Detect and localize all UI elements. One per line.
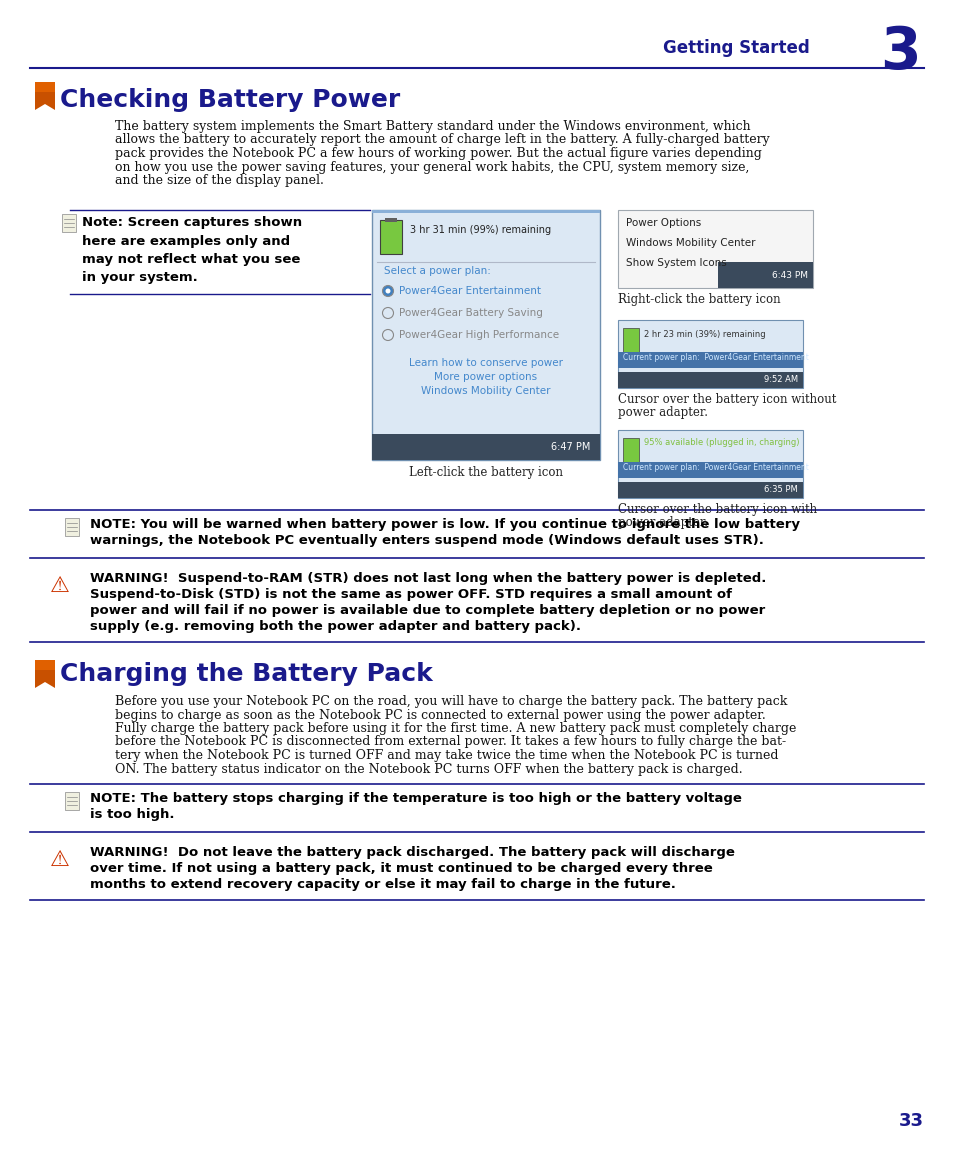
Text: pack provides the Notebook PC a few hours of working power. But the actual figur: pack provides the Notebook PC a few hour… [115,147,761,161]
Text: months to extend recovery capacity or else it may fail to charge in the future.: months to extend recovery capacity or el… [90,878,675,891]
Text: supply (e.g. removing both the power adapter and battery pack).: supply (e.g. removing both the power ada… [90,620,580,633]
FancyBboxPatch shape [62,214,76,232]
FancyBboxPatch shape [65,517,79,536]
Bar [622,438,639,462]
Bar [618,320,802,388]
Text: Select a power plan:: Select a power plan: [384,266,491,276]
Bar [618,352,802,368]
Text: 6:47 PM: 6:47 PM [550,442,589,452]
Text: ⚠: ⚠ [50,850,70,870]
Polygon shape [35,660,55,670]
Text: WARNING!  Do not leave the battery pack discharged. The battery pack will discha: WARNING! Do not leave the battery pack d… [90,845,734,859]
Text: 95% available (plugged in, charging): 95% available (plugged in, charging) [643,438,799,447]
Text: tery when the Notebook PC is turned OFF and may take twice the time when the Not: tery when the Notebook PC is turned OFF … [115,748,778,762]
Text: 2 hr 23 min (39%) remaining: 2 hr 23 min (39%) remaining [643,330,765,340]
Text: The battery system implements the Smart Battery standard under the Windows envir: The battery system implements the Smart … [115,120,750,133]
Text: ⚠: ⚠ [50,576,70,596]
Text: Power4Gear Battery Saving: Power4Gear Battery Saving [398,308,542,318]
Text: power adapter.: power adapter. [618,407,707,419]
Text: over time. If not using a battery pack, it must continued to be charged every th: over time. If not using a battery pack, … [90,862,712,875]
Text: Cursor over the battery icon without: Cursor over the battery icon without [618,393,836,407]
Text: Learn how to conserve power: Learn how to conserve power [409,358,562,368]
Text: Show System Icons: Show System Icons [625,258,726,268]
Text: Windows Mobility Center: Windows Mobility Center [625,238,755,248]
Text: before the Notebook PC is disconnected from external power. It takes a few hours: before the Notebook PC is disconnected f… [115,736,785,748]
Text: and the size of the display panel.: and the size of the display panel. [115,174,323,187]
Text: WARNING!  Suspend-to-RAM (STR) does not last long when the battery power is depl: WARNING! Suspend-to-RAM (STR) does not l… [90,572,765,584]
Text: Current power plan:  Power4Gear Entertainment: Current power plan: Power4Gear Entertain… [622,353,808,362]
Bar [379,219,401,254]
Text: Power Options: Power Options [625,218,700,228]
Text: NOTE: The battery stops charging if the temperature is too high or the battery v: NOTE: The battery stops charging if the … [90,792,741,805]
Text: Current power plan:  Power4Gear Entertainment: Current power plan: Power4Gear Entertain… [622,463,808,472]
Text: Power4Gear Entertainment: Power4Gear Entertainment [398,286,540,296]
Bar [385,218,396,222]
Text: is too high.: is too high. [90,808,174,821]
Text: 3 hr 31 min (99%) remaining: 3 hr 31 min (99%) remaining [410,225,551,234]
Text: Power4Gear High Performance: Power4Gear High Performance [398,330,558,340]
Text: here are examples only and: here are examples only and [82,234,290,247]
Text: warnings, the Notebook PC eventually enters suspend mode (Windows default uses S: warnings, the Notebook PC eventually ent… [90,534,763,547]
Bar [372,210,599,460]
Text: 6:35 PM: 6:35 PM [763,485,797,494]
Bar [372,434,599,460]
Text: 33: 33 [898,1112,923,1130]
Polygon shape [35,82,55,110]
Text: Fully charge the battery pack before using it for the first time. A new battery : Fully charge the battery pack before usi… [115,722,796,735]
Text: More power options: More power options [434,372,537,382]
Text: power and will fail if no power is available due to complete battery depletion o: power and will fail if no power is avail… [90,604,764,617]
Bar [618,372,802,388]
Circle shape [385,289,390,293]
Polygon shape [35,660,55,688]
Text: Checking Battery Power: Checking Battery Power [60,88,400,112]
Bar [618,462,802,478]
Text: Note: Screen captures shown: Note: Screen captures shown [82,216,302,229]
Text: may not reflect what you see: may not reflect what you see [82,253,300,266]
Text: on how you use the power saving features, your general work habits, the CPU, sys: on how you use the power saving features… [115,161,749,173]
Text: begins to charge as soon as the Notebook PC is connected to external power using: begins to charge as soon as the Notebook… [115,708,765,722]
Text: Getting Started: Getting Started [662,39,809,57]
Text: 6:43 PM: 6:43 PM [771,270,807,280]
Bar [718,262,812,288]
Bar [372,210,599,213]
Text: Cursor over the battery icon with: Cursor over the battery icon with [618,502,817,516]
Circle shape [382,285,393,297]
Text: 9:52 AM: 9:52 AM [763,375,797,385]
Bar [618,210,812,288]
Text: ON. The battery status indicator on the Notebook PC turns OFF when the battery p: ON. The battery status indicator on the … [115,762,741,775]
Bar [618,430,802,498]
Text: Right-click the battery icon: Right-click the battery icon [618,293,780,306]
Bar [618,482,802,498]
Text: Left-click the battery icon: Left-click the battery icon [409,465,562,479]
Bar [622,328,639,352]
Text: in your system.: in your system. [82,271,197,284]
Polygon shape [35,82,55,92]
Text: NOTE: You will be warned when battery power is low. If you continue to ignore th: NOTE: You will be warned when battery po… [90,517,800,531]
Text: allows the battery to accurately report the amount of charge left in the battery: allows the battery to accurately report … [115,134,769,147]
Text: Suspend-to-Disk (STD) is not the same as power OFF. STD requires a small amount : Suspend-to-Disk (STD) is not the same as… [90,588,731,601]
Text: Windows Mobility Center: Windows Mobility Center [421,386,550,396]
Text: power adapter.: power adapter. [618,516,707,529]
FancyBboxPatch shape [65,792,79,810]
Text: Before you use your Notebook PC on the road, you will have to charge the battery: Before you use your Notebook PC on the r… [115,695,786,708]
Text: 3: 3 [879,23,920,81]
Text: Charging the Battery Pack: Charging the Battery Pack [60,662,433,686]
